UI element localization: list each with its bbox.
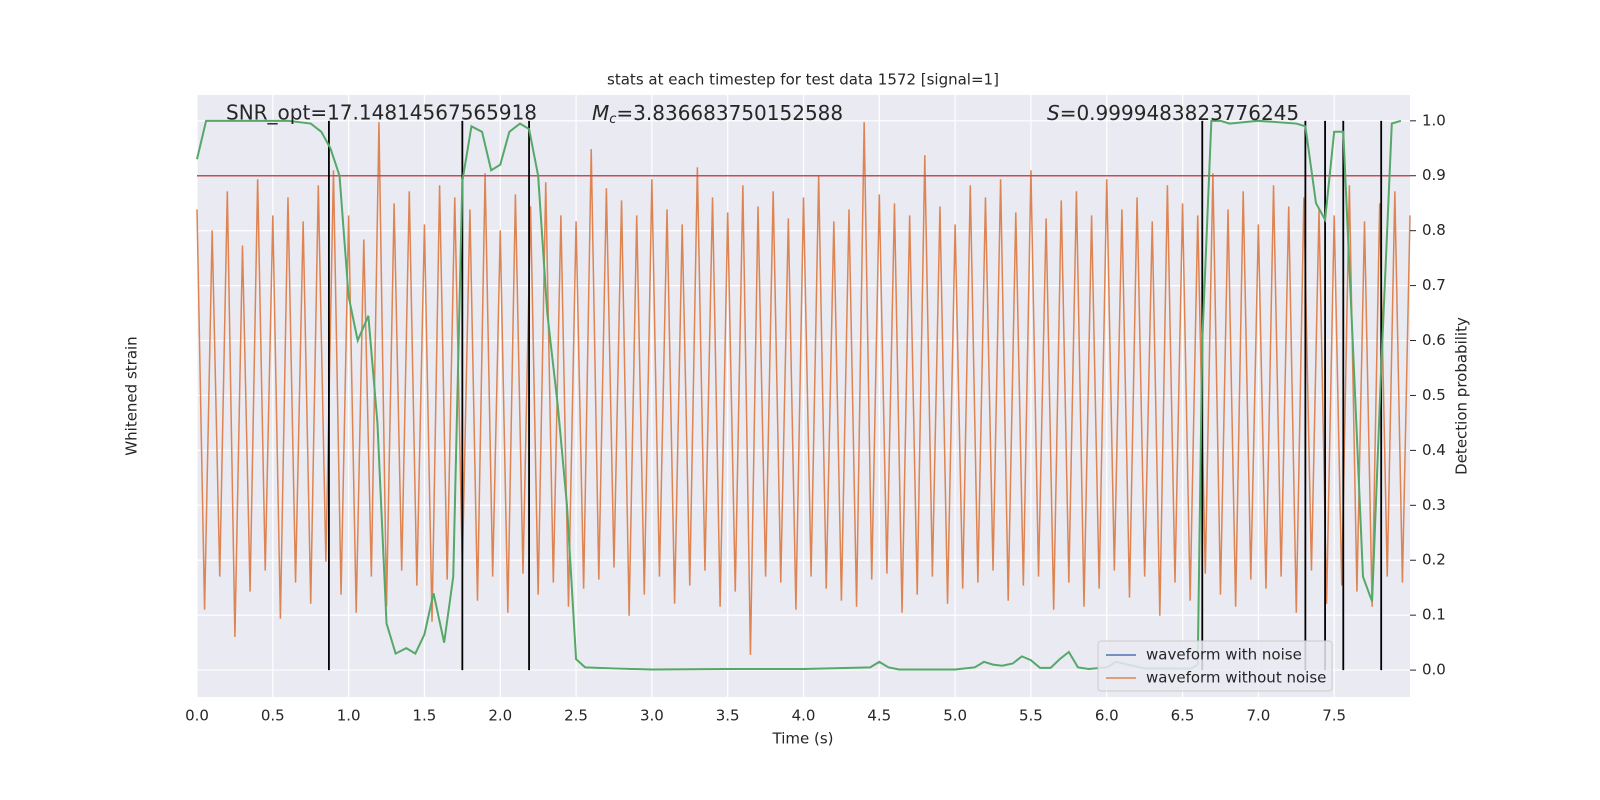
y2-tick-label: 0.4	[1422, 441, 1446, 459]
legend-box	[1097, 640, 1333, 692]
y2-tick-label: 0.9	[1422, 166, 1446, 184]
annotation-subscript: c	[609, 112, 616, 127]
x-tick-label: 0.5	[261, 707, 285, 725]
y2-tick-label: 0.1	[1422, 606, 1446, 624]
annotation-value: =0.9999483823776245	[1060, 101, 1299, 125]
x-tick-label: 1.0	[337, 707, 361, 725]
annotation-symbol: S	[1047, 101, 1060, 125]
legend: waveform with noise waveform without nois…	[1097, 640, 1333, 692]
x-tick-label: 6.5	[1171, 707, 1195, 725]
x-tick-label: 4.5	[867, 707, 891, 725]
x-tick-label: 5.5	[1019, 707, 1043, 725]
waveform-line	[196, 122, 1411, 655]
y2-tick-label: 0.7	[1422, 276, 1446, 294]
x-tick-label: 3.5	[716, 707, 740, 725]
annotation: SNR_opt=17.14814567565918	[226, 101, 537, 125]
y2-tick-label: 0.6	[1422, 331, 1446, 349]
x-tick-label: 7.0	[1246, 707, 1270, 725]
x-tick-label: 4.0	[792, 707, 816, 725]
x-axis-label: Time (s)	[772, 730, 834, 748]
chart-title: stats at each timestep for test data 157…	[607, 71, 999, 89]
y2-tick-label: 1.0	[1422, 111, 1446, 129]
y2-tick-label: 0.8	[1422, 221, 1446, 239]
y2-axis-label: Detection probability	[1453, 317, 1471, 475]
y2-tick-label: 0.2	[1422, 551, 1446, 569]
x-tick-label: 2.0	[488, 707, 512, 725]
marks	[196, 119, 1411, 671]
y-axis-label: Whitened strain	[123, 336, 141, 455]
x-tick-label: 1.5	[413, 707, 437, 725]
x-tick-label: 2.5	[564, 707, 588, 725]
annotation: S=0.9999483823776245	[1047, 101, 1299, 125]
legend-label: waveform with noise	[1146, 646, 1302, 664]
annotation-symbol: M	[592, 101, 609, 125]
annotation-value: =3.836683750152588	[616, 101, 843, 125]
y2-tick-label: 0.3	[1422, 496, 1446, 514]
y2-tick-label: 0.5	[1422, 386, 1446, 404]
annotation: Mc=3.836683750152588	[592, 101, 843, 127]
x-tick-label: 7.5	[1322, 707, 1346, 725]
legend-label: waveform without noise	[1146, 669, 1326, 687]
x-tick-label: 3.0	[640, 707, 664, 725]
x-tick-label: 0.0	[185, 707, 209, 725]
y2-tick-label: 0.0	[1422, 661, 1446, 679]
x-tick-label: 5.0	[943, 707, 967, 725]
probability-line	[196, 119, 1402, 671]
x-tick-label: 6.0	[1095, 707, 1119, 725]
